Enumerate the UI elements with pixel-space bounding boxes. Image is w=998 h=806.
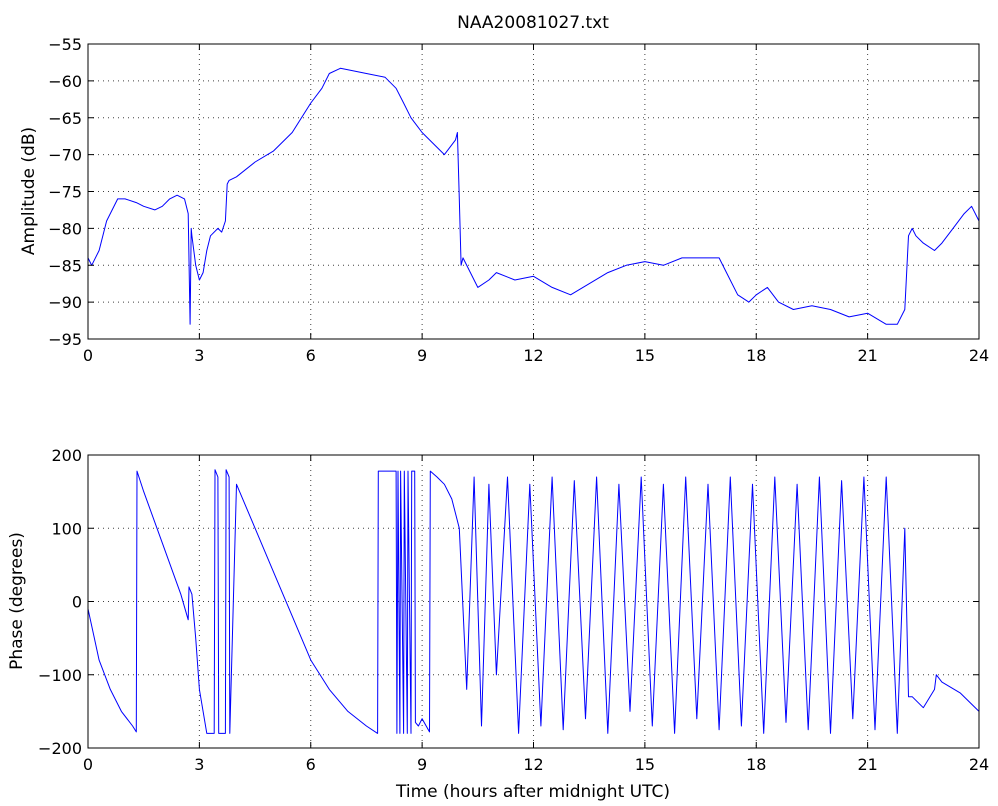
phase-xtick-label: 21 — [857, 755, 877, 774]
phase-xtick-label: 0 — [83, 755, 93, 774]
amplitude-xtick-label: 24 — [969, 346, 989, 365]
phase-plot: 0 3 6 9 12 15 18 21 24 200 100 0 −100 −200 Time (hour… — [7, 446, 989, 802]
phase-trace-layer — [87, 469, 980, 734]
amplitude-xtick-label: 12 — [523, 346, 543, 365]
phase-ytick-label: 0 — [72, 593, 82, 612]
phase-ytick-label: 200 — [51, 446, 82, 465]
amplitude-ticks: 0 3 6 9 12 15 18 21 24 −55 −60 −65 −70 −75 −80 −85 −90 −9… — [48, 35, 989, 365]
phase-ylabel: Phase (degrees) — [7, 532, 27, 670]
amplitude-series-line — [87, 67, 980, 325]
amplitude-ytick-label: −65 — [48, 109, 82, 128]
phase-series-line — [87, 469, 980, 734]
phase-xtick-label: 15 — [635, 755, 655, 774]
phase-ytick-label: −100 — [38, 666, 82, 685]
phase-xtick-label: 18 — [746, 755, 766, 774]
amplitude-ytick-label: −85 — [48, 256, 82, 275]
amplitude-xtick-label: 3 — [194, 346, 204, 365]
amplitude-ytick-label: −60 — [48, 72, 82, 91]
amplitude-ytick-label: −75 — [48, 183, 82, 202]
amplitude-plot: 0 3 6 9 12 15 18 21 24 −55 −60 −65 −70 −75 −80 −85 −90 −9… — [19, 13, 989, 365]
phase-xtick-label: 9 — [417, 755, 427, 774]
amplitude-xtick-label: 15 — [635, 346, 655, 365]
amplitude-ytick-label: −55 — [48, 35, 82, 54]
amplitude-ytick-label: −80 — [48, 219, 82, 238]
amplitude-grid — [88, 44, 979, 339]
amplitude-ytick-label: −95 — [48, 330, 82, 349]
amplitude-xtick-label: 21 — [857, 346, 877, 365]
amplitude-xtick-label: 0 — [83, 346, 93, 365]
phase-grid — [88, 455, 979, 748]
phase-ticks: 0 3 6 9 12 15 18 21 24 200 100 0 −100 −200 — [38, 446, 989, 774]
amplitude-ylabel: Amplitude (dB) — [19, 127, 39, 255]
amplitude-xtick-label: 9 — [417, 346, 427, 365]
phase-xlabel: Time (hours after midnight UTC) — [395, 782, 670, 802]
amplitude-xtick-label: 6 — [306, 346, 316, 365]
phase-xtick-label: 12 — [523, 755, 543, 774]
phase-xtick-label: 6 — [306, 755, 316, 774]
amplitude-xtick-label: 18 — [746, 346, 766, 365]
phase-ytick-label: −200 — [38, 739, 82, 758]
amplitude-ytick-label: −90 — [48, 293, 82, 312]
phase-xtick-label: 24 — [969, 755, 989, 774]
phase-xtick-label: 3 — [194, 755, 204, 774]
phase-ytick-label: 100 — [51, 519, 82, 538]
chart-title: NAA20081027.txt — [457, 13, 609, 33]
amplitude-ytick-label: −70 — [48, 146, 82, 165]
amplitude-trace-layer — [87, 67, 980, 325]
